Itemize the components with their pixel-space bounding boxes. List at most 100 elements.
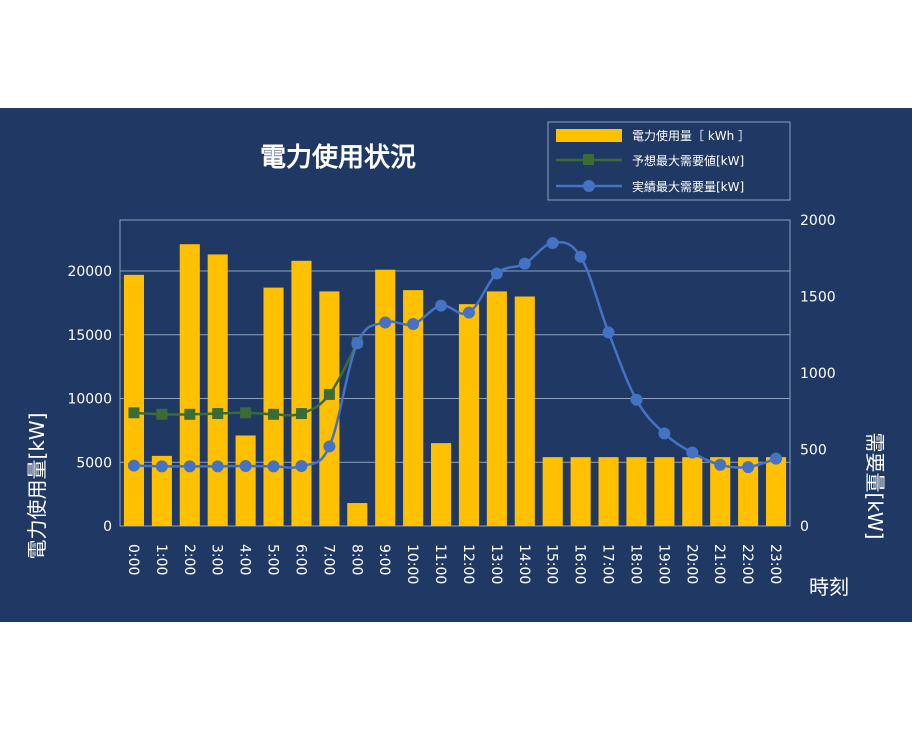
y-tick-right: 1000 (800, 366, 836, 382)
x-tick-label: 0:00 (125, 544, 141, 575)
point-marker (686, 446, 699, 459)
bar (291, 260, 312, 526)
x-tick-label: 3:00 (209, 544, 225, 575)
bar (514, 296, 535, 526)
bar (654, 457, 675, 526)
chart-title: 電力使用状況 (260, 143, 416, 173)
point-marker (658, 427, 671, 440)
axes: 0 5000 10000 15000 20000 0 500 1000 1500 2000 0:00… (67, 213, 835, 584)
x-tick-label: 6:00 (292, 544, 308, 575)
point-marker (574, 250, 587, 263)
bar (151, 455, 172, 526)
point-marker (239, 460, 252, 473)
point-marker (435, 299, 448, 312)
point-marker (518, 257, 531, 270)
y-axis-label-right: 需要量[kW] (863, 433, 887, 540)
bar (179, 244, 200, 526)
bar (347, 503, 368, 526)
point-marker (156, 408, 168, 420)
y-tick-right: 2000 (800, 213, 836, 229)
point-marker (351, 337, 364, 350)
bar (403, 290, 424, 526)
y-tick-left: 0 (103, 519, 112, 535)
x-tick-label: 4:00 (237, 544, 253, 575)
chart-panel: 電力使用状況 電力使用量［ kWh ］ 予想最大需要値[kW] 実績最大需要量[… (0, 108, 912, 622)
x-tick-label: 18:00 (627, 544, 643, 584)
bar (235, 435, 256, 526)
legend-box (547, 121, 791, 201)
y-tick-right: 1500 (800, 290, 836, 306)
series-line (133, 241, 777, 469)
bar (375, 269, 396, 526)
point-marker (184, 408, 196, 420)
point-marker (602, 326, 615, 339)
y-tick-left: 5000 (76, 455, 112, 471)
bar (486, 291, 507, 526)
point-marker (379, 316, 392, 329)
legend-swatch-usage (556, 129, 622, 142)
line-series (127, 236, 783, 474)
point-marker (770, 452, 783, 465)
bar (598, 457, 619, 526)
legend-marker-actual (583, 180, 595, 192)
point-marker (183, 460, 196, 473)
x-tick-label: 17:00 (600, 544, 616, 584)
x-tick-label: 10:00 (404, 544, 420, 584)
x-tick-label: 1:00 (153, 544, 169, 575)
legend-label-usage: 電力使用量［ kWh ］ (632, 128, 750, 143)
gridlines (119, 219, 791, 527)
legend: 電力使用量［ kWh ］ 予想最大需要値[kW] 実績最大需要量[kW] (547, 121, 791, 201)
bar (430, 443, 452, 526)
point-marker (128, 407, 140, 419)
x-axis-label: 時刻 (809, 575, 849, 599)
bar (319, 291, 340, 526)
point-marker (295, 460, 308, 473)
point-marker (155, 460, 168, 473)
point-marker (630, 393, 643, 406)
point-marker (295, 408, 307, 420)
point-marker (268, 408, 280, 420)
x-tick-label: 7:00 (320, 544, 336, 575)
y-tick-left: 15000 (67, 328, 112, 344)
x-tick-label: 23:00 (767, 544, 783, 584)
bar (765, 457, 787, 526)
point-marker (267, 460, 280, 473)
bar-series (123, 244, 787, 527)
x-tick-label: 9:00 (376, 544, 392, 575)
x-tick-label: 14:00 (516, 544, 532, 584)
bar (207, 254, 228, 527)
point-marker (127, 459, 140, 472)
x-tick-label: 8:00 (348, 544, 364, 575)
y-tick-left: 20000 (67, 264, 112, 280)
chart: 電力使用状況 電力使用量［ kWh ］ 予想最大需要値[kW] 実績最大需要量[… (25, 121, 887, 599)
bar (710, 457, 731, 526)
point-marker (714, 458, 727, 471)
y-tick-right: 0 (800, 519, 809, 535)
point-marker (212, 408, 224, 420)
x-tick-label: 5:00 (265, 544, 281, 575)
point-marker (323, 440, 336, 453)
bar (738, 457, 759, 526)
x-tick-label: 15:00 (544, 544, 560, 584)
x-tick-label: 2:00 (181, 544, 197, 575)
x-tick-label: 13:00 (488, 544, 504, 584)
point-marker (211, 460, 224, 473)
bar (458, 304, 480, 526)
bar (263, 287, 284, 526)
x-tick-label: 22:00 (739, 544, 755, 584)
x-tick-label: 19:00 (655, 544, 671, 584)
point-marker (462, 306, 475, 319)
plot-frame (119, 219, 791, 527)
bar (626, 457, 647, 526)
point-marker (323, 388, 335, 400)
bar (570, 457, 591, 526)
x-tick-label: 12:00 (460, 544, 476, 584)
x-tick-label: 21:00 (711, 544, 727, 584)
point-marker (490, 267, 503, 280)
point-marker (407, 318, 420, 331)
point-marker (546, 236, 559, 249)
bar (542, 457, 563, 526)
x-tick-label: 20:00 (683, 544, 699, 584)
legend-marker-forecast (583, 154, 594, 165)
point-marker (240, 407, 252, 419)
